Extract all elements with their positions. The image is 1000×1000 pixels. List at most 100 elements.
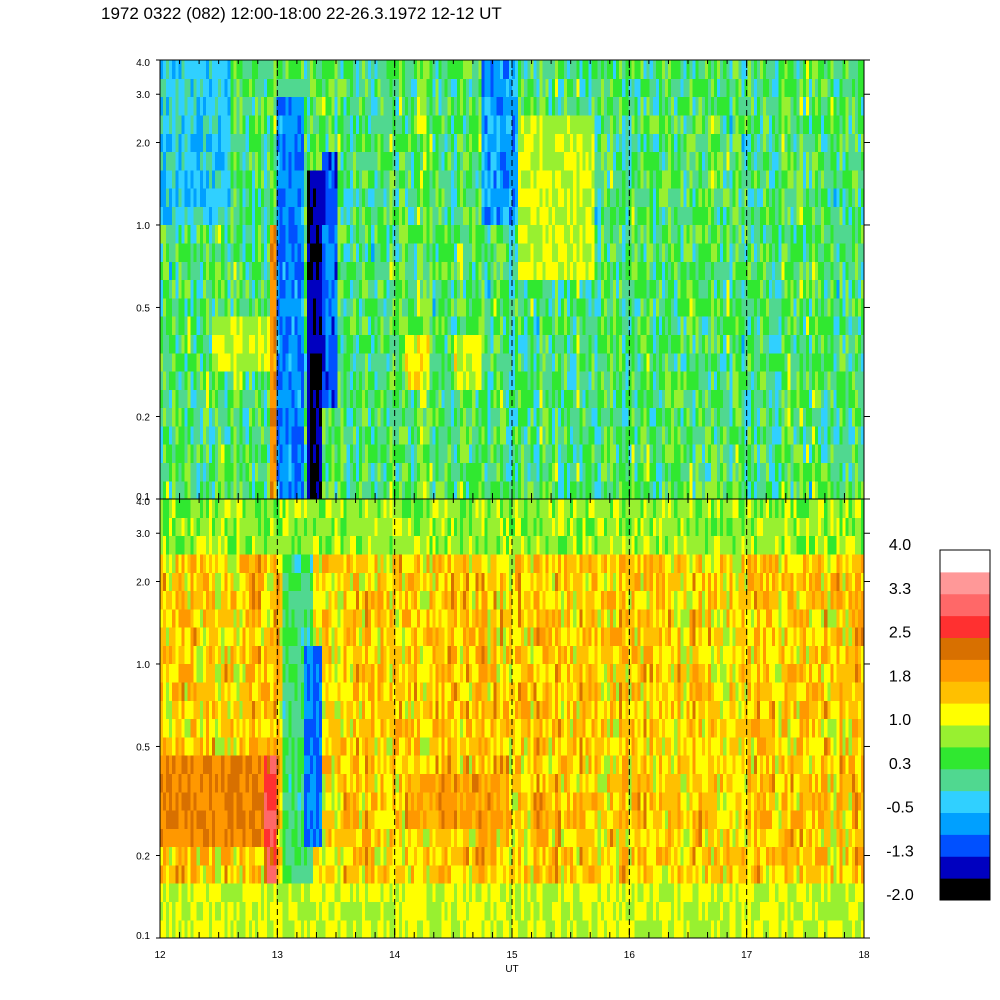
heatmap-cell bbox=[545, 462, 550, 482]
heatmap-cell bbox=[557, 279, 562, 299]
heatmap-cell bbox=[306, 462, 311, 482]
heatmap-cell bbox=[297, 425, 302, 445]
heatmap-cell bbox=[466, 151, 470, 171]
heatmap-cell bbox=[499, 206, 504, 226]
heatmap-cell bbox=[251, 279, 256, 299]
heatmap-cell bbox=[212, 462, 216, 482]
heatmap-cell bbox=[521, 444, 525, 464]
heatmap-cell bbox=[386, 133, 391, 153]
heatmap-cell bbox=[248, 151, 253, 171]
heatmap-cell bbox=[481, 425, 486, 445]
heatmap-cell bbox=[401, 370, 406, 390]
heatmap-cell bbox=[358, 261, 363, 281]
heatmap-cell bbox=[527, 352, 531, 372]
heatmap-cell bbox=[181, 480, 186, 500]
heatmap-cell bbox=[261, 133, 265, 153]
heatmap-cell bbox=[208, 169, 213, 189]
heatmap-cell bbox=[619, 334, 623, 354]
heatmap-cell bbox=[548, 444, 553, 464]
heatmap-cell bbox=[530, 133, 535, 153]
heatmap-cell bbox=[273, 78, 277, 98]
heatmap-cell bbox=[199, 279, 204, 299]
heatmap-cell bbox=[625, 188, 629, 207]
heatmap-cell bbox=[371, 188, 375, 207]
heatmap-cell bbox=[536, 114, 541, 134]
heatmap-cell bbox=[316, 480, 320, 500]
heatmap-cell bbox=[322, 352, 326, 372]
heatmap-cell bbox=[267, 297, 271, 317]
heatmap-cell bbox=[334, 444, 339, 464]
heatmap-cell bbox=[628, 206, 632, 226]
heatmap-cell bbox=[193, 206, 198, 226]
heatmap-cell bbox=[187, 224, 192, 244]
heatmap-cell bbox=[453, 352, 458, 372]
heatmap-cell bbox=[239, 188, 244, 207]
heatmap-cell bbox=[557, 370, 562, 390]
heatmap-cell bbox=[606, 407, 611, 427]
heatmap-cell bbox=[169, 133, 173, 153]
heatmap-cell bbox=[502, 352, 507, 372]
heatmap-cell bbox=[346, 352, 351, 372]
heatmap-cell bbox=[254, 169, 259, 189]
page-title: 1972 0322 (082) 12:00-18:00 22-26.3.1972… bbox=[101, 4, 502, 23]
heatmap-cell bbox=[545, 114, 550, 134]
heatmap-cell bbox=[453, 297, 458, 317]
heatmap-cell bbox=[401, 224, 406, 244]
heatmap-cell bbox=[316, 407, 320, 427]
heatmap-cell bbox=[365, 169, 369, 189]
heatmap-cell bbox=[355, 151, 360, 171]
heatmap-cell bbox=[309, 297, 314, 317]
heatmap-cell bbox=[481, 316, 486, 335]
heatmap-cell bbox=[459, 169, 464, 189]
heatmap-cell bbox=[481, 114, 486, 134]
heatmap-cell bbox=[414, 297, 418, 317]
heatmap-cell bbox=[215, 114, 219, 134]
heatmap-cell bbox=[499, 188, 504, 207]
heatmap-cell bbox=[181, 297, 186, 317]
heatmap-cell bbox=[254, 334, 259, 354]
heatmap-cell bbox=[389, 224, 394, 244]
heatmap-cell bbox=[450, 151, 455, 171]
heatmap-cell bbox=[368, 78, 372, 98]
heatmap-cell bbox=[463, 334, 467, 354]
panel-upper: 0.10.20.51.02.03.04.0 bbox=[136, 58, 870, 503]
heatmap-cell bbox=[469, 316, 473, 335]
heatmap-cell bbox=[496, 334, 501, 354]
heatmap-cell bbox=[493, 188, 498, 207]
heatmap-cell bbox=[530, 425, 535, 445]
heatmap-cell bbox=[230, 444, 235, 464]
heatmap-cell bbox=[441, 169, 446, 189]
heatmap-cell bbox=[404, 96, 409, 116]
heatmap-cell bbox=[521, 206, 525, 226]
heatmap-cell bbox=[184, 60, 189, 79]
heatmap-cell bbox=[313, 297, 317, 317]
heatmap-cell bbox=[536, 462, 541, 482]
heatmap-cell bbox=[524, 370, 528, 390]
heatmap-cell bbox=[475, 389, 479, 409]
heatmap-cell bbox=[316, 114, 320, 134]
heatmap-cell bbox=[218, 96, 222, 116]
heatmap-cell bbox=[346, 206, 351, 226]
heatmap-cell bbox=[331, 462, 336, 482]
heatmap-cell bbox=[426, 261, 430, 281]
heatmap-cell bbox=[429, 407, 434, 427]
heatmap-cell bbox=[386, 389, 391, 409]
heatmap-cell bbox=[285, 114, 290, 134]
heatmap-cell bbox=[313, 407, 317, 427]
heatmap-cell bbox=[303, 206, 308, 226]
heatmap-cell bbox=[435, 407, 440, 427]
heatmap-cell bbox=[276, 242, 280, 262]
heatmap-cell bbox=[368, 96, 372, 116]
heatmap-cell bbox=[331, 480, 336, 500]
heatmap-cell bbox=[172, 169, 176, 189]
heatmap-cell bbox=[410, 480, 415, 500]
heatmap-cell bbox=[227, 151, 231, 171]
heatmap-cell bbox=[218, 261, 222, 281]
heatmap-cell bbox=[193, 316, 198, 335]
heatmap-cell bbox=[242, 297, 247, 317]
heatmap-cell bbox=[368, 60, 372, 79]
heatmap-cell bbox=[585, 444, 590, 464]
heatmap-cell bbox=[570, 96, 574, 116]
heatmap-cell bbox=[631, 316, 636, 335]
heatmap-cell bbox=[309, 444, 314, 464]
